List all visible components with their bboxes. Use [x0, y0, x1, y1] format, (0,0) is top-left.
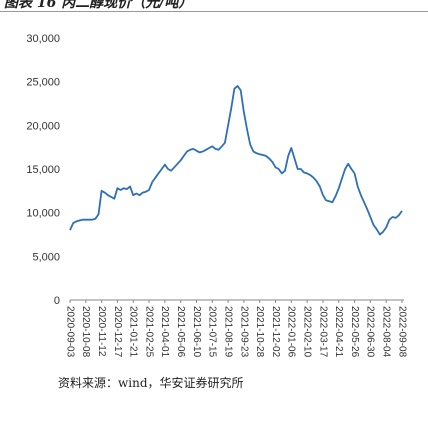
- x-tick-label: 2020-11-12: [96, 306, 107, 357]
- x-tick-label: 2021-07-15: [207, 306, 218, 358]
- x-tick-label: 2021-08-19: [222, 306, 233, 358]
- x-tick-label: 2020-12-17: [112, 306, 123, 358]
- x-tick-label: 2022-04-21: [333, 306, 344, 358]
- x-tick-label: 2021-05-06: [175, 306, 186, 358]
- x-tick-label: 2022-06-30: [365, 306, 376, 358]
- x-axis-tick-marks: [69, 300, 403, 303]
- y-tick-label: 0: [54, 295, 60, 307]
- x-tick-label: 2021-02-25: [143, 306, 154, 358]
- x-tick-label: 2021-06-10: [191, 306, 202, 358]
- x-tick-label: 2021-01-21: [128, 306, 139, 358]
- y-tick-label: 30,000: [26, 33, 60, 45]
- x-tick-label: 2022-08-04: [381, 306, 392, 358]
- x-tick-label: 2022-09-08: [396, 306, 407, 358]
- y-tick-label: 20,000: [26, 120, 60, 132]
- x-tick-label: 2020-09-03: [64, 306, 75, 358]
- x-axis-tick-labels: 2020-09-03 2020-10-08 2020-11-12 2020-12-17…: [64, 306, 407, 358]
- y-tick-label: 5,000: [32, 251, 60, 263]
- x-tick-label: 2021-04-01: [159, 306, 170, 358]
- figure-caption-strip: 图表 16 丙二醇现价（元/吨）: [0, 0, 428, 12]
- x-tick-label: 2020-10-08: [80, 306, 91, 358]
- y-tick-label: 25,000: [26, 77, 60, 89]
- x-tick-label: 2021-12-02: [270, 306, 281, 358]
- x-tick-label: 2022-03-17: [317, 306, 328, 358]
- series-group: [69, 85, 403, 236]
- line-chart: 30,000 25,000 20,000 15,000 10,000 5,000 0 202…: [26, 33, 407, 358]
- y-tick-label: 10,000: [26, 208, 60, 220]
- caption-divider: [0, 11, 428, 12]
- figure-caption: 图表 16 丙二醇现价（元/吨）: [4, 0, 193, 11]
- y-axis-ticks: 30,000 25,000 20,000 15,000 10,000 5,000 0: [26, 33, 60, 307]
- series-line: [69, 85, 403, 236]
- source-note: 资料来源：wind，华安证券研究所: [58, 376, 244, 390]
- x-tick-label: 2022-01-06: [286, 306, 297, 358]
- x-tick-label: 2022-05-26: [349, 306, 360, 358]
- y-tick-label: 15,000: [26, 164, 60, 176]
- x-tick-label: 2021-09-23: [238, 306, 249, 358]
- x-tick-label: 2021-10-28: [254, 306, 265, 358]
- x-tick-label: 2022-02-10: [302, 306, 313, 358]
